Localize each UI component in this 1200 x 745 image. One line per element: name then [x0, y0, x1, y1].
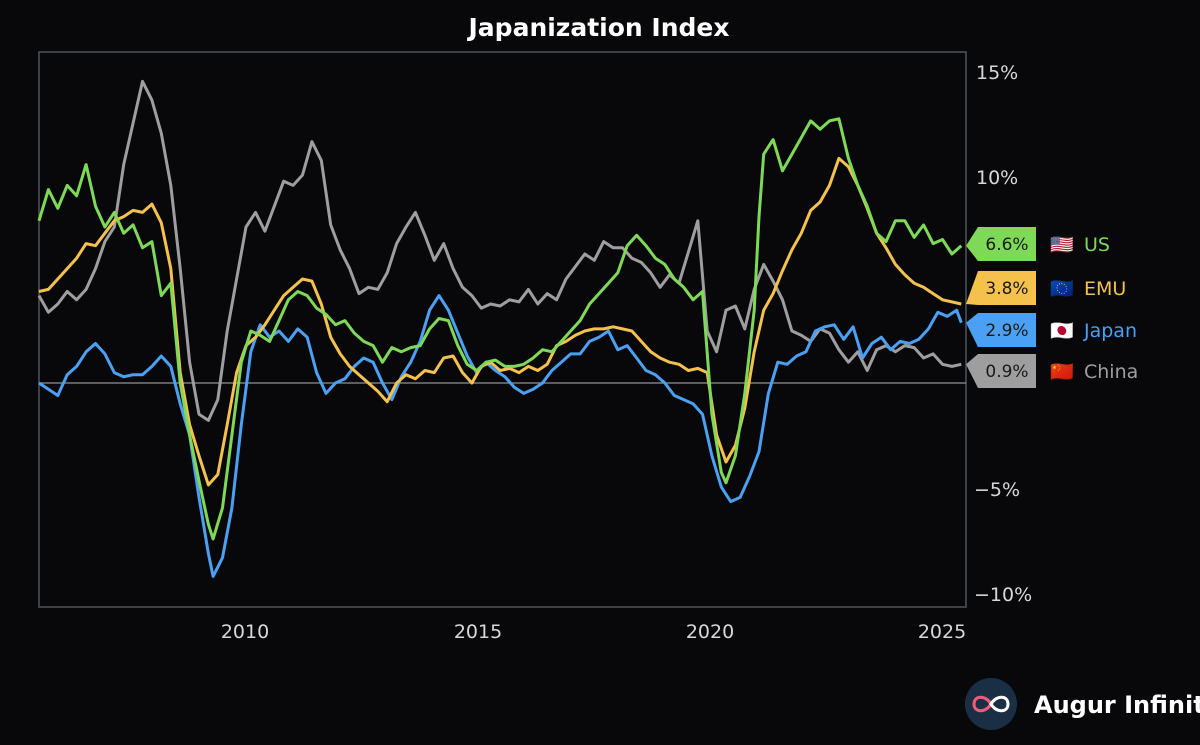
- value-tags: 6.6% 3.8% 2.9% 0.9%: [966, 227, 1036, 388]
- x-tick-label: 2020: [686, 621, 734, 643]
- y-tick-label: 10%: [976, 167, 1018, 189]
- value-tag-japan: [966, 313, 1036, 347]
- value-tag-us: [966, 227, 1036, 261]
- x-tick-label: 2015: [454, 621, 502, 643]
- flag-icon-japan: 🇯🇵: [1050, 320, 1074, 342]
- value-tag-label: 0.9%: [985, 362, 1028, 382]
- value-tag-label: 6.6%: [985, 235, 1028, 255]
- brand-name: Augur Infinity: [1034, 691, 1200, 719]
- series-line-china: [37, 79, 962, 422]
- legend-item-china[interactable]: China: [1084, 361, 1138, 383]
- infinity-icon: [972, 695, 1010, 713]
- y-axis: 15% 10% −5% −10%: [974, 62, 1032, 606]
- x-tick-label: 2025: [918, 621, 966, 643]
- x-tick-label: 2010: [221, 621, 269, 643]
- flag-icon-us: 🇺🇸: [1050, 234, 1074, 256]
- flag-icon-emu: 🇪🇺: [1050, 278, 1074, 300]
- series-line-japan: [38, 294, 963, 578]
- y-tick-label: 15%: [976, 62, 1018, 84]
- value-tag-label: 3.8%: [985, 279, 1028, 299]
- value-tag-emu: [966, 271, 1036, 305]
- value-tag-label: 2.9%: [985, 321, 1028, 341]
- legend[interactable]: 🇺🇸 US 🇪🇺 EMU 🇯🇵 Japan 🇨🇳 China: [1050, 234, 1138, 383]
- legend-item-us[interactable]: US: [1084, 234, 1110, 256]
- series-line-us: [37, 117, 963, 541]
- legend-item-emu[interactable]: EMU: [1084, 278, 1126, 300]
- plot-frame: [38, 51, 967, 608]
- x-axis: 2010 2015 2020 2025: [221, 621, 966, 643]
- series-layer: [37, 79, 963, 578]
- chart-title: Japanization Index: [467, 13, 730, 42]
- legend-item-japan[interactable]: Japan: [1083, 320, 1137, 342]
- brand: Augur Infinity: [965, 678, 1200, 730]
- series-line-emu: [38, 156, 962, 487]
- y-tick-label: −5%: [974, 479, 1020, 501]
- y-tick-label: −10%: [974, 584, 1032, 606]
- flag-icon-china: 🇨🇳: [1050, 361, 1074, 383]
- value-tag-china: [966, 354, 1036, 388]
